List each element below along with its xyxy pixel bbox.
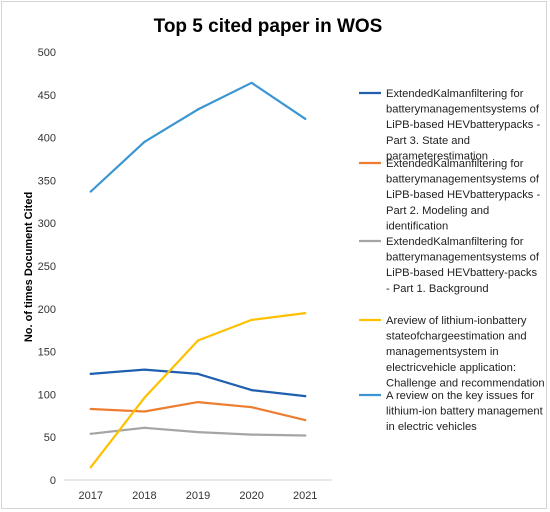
legend-entry: ExtendedKalmanfiltering for batterymanage…	[359, 88, 540, 162]
data-point	[89, 466, 92, 469]
data-point	[89, 432, 92, 435]
legend-label: identification	[386, 220, 448, 232]
data-point	[304, 117, 307, 120]
y-axis-label: No. of times Document Cited	[23, 192, 35, 342]
legend-label: electricvehicle application:	[386, 362, 516, 374]
series-line	[89, 312, 307, 469]
legend-label: LiPB-based HEVbattery-packs	[386, 267, 538, 279]
legend-label: Areview of lithium-ionbattery	[386, 315, 527, 327]
y-tick-label: 300	[38, 218, 56, 230]
series-line-group	[89, 426, 307, 437]
legend-label: managementsystem in	[386, 346, 499, 358]
data-point	[196, 430, 200, 434]
y-tick-label: 200	[38, 304, 56, 316]
x-tick-labels: 2017 2018 2019 2020 2021	[79, 490, 318, 502]
data-point	[89, 372, 92, 375]
data-point	[196, 372, 200, 375]
legend-label: ExtendedKalmanfiltering for	[386, 158, 524, 170]
x-tick-label: 2019	[186, 490, 210, 502]
x-tick-label: 2018	[132, 490, 156, 502]
data-point	[250, 81, 253, 84]
data-point	[196, 401, 200, 404]
data-point	[196, 339, 200, 342]
series-line	[89, 81, 307, 193]
data-point	[304, 395, 307, 398]
series-line-group	[89, 81, 307, 193]
x-tick-label: 2021	[293, 490, 317, 502]
legend-label: - Part 1. Background	[386, 283, 489, 295]
data-point	[250, 433, 253, 436]
legend-label: batterymanagementsystems of	[386, 104, 540, 116]
series-lines	[89, 81, 307, 469]
data-point	[143, 368, 146, 371]
data-point	[250, 318, 253, 322]
legend-label: ExtendedKalmanfiltering for	[386, 88, 524, 100]
legend-entry: Areview of lithium-ionbattery stateofchar…	[359, 315, 545, 389]
data-point	[250, 389, 253, 392]
data-point	[304, 311, 307, 315]
legend-entry: A review on the key issues for lithium-io…	[359, 390, 544, 433]
legend-label: ExtendedKalmanfiltering for	[386, 236, 524, 248]
legend-label: A review on the key issues for	[386, 390, 534, 402]
data-point	[304, 418, 307, 422]
data-point	[143, 426, 146, 429]
legend: ExtendedKalmanfiltering for batterymanage…	[359, 88, 545, 433]
legend-entry: ExtendedKalmanfiltering for batterymanage…	[359, 236, 540, 295]
data-point	[304, 434, 307, 437]
y-tick-label: 50	[44, 432, 56, 444]
y-tick-label: 150	[38, 347, 56, 359]
y-tick-label: 350	[38, 175, 56, 187]
legend-label: batterymanagementsystems of	[386, 174, 540, 186]
y-tick-label: 500	[38, 47, 56, 59]
legend-entry: ExtendedKalmanfiltering for batterymanage…	[359, 158, 540, 232]
data-point	[89, 190, 92, 193]
legend-label: LiPB-based HEVbatterypacks -	[386, 119, 540, 131]
data-point	[143, 140, 146, 143]
chart-title: Top 5 cited paper in WOS	[154, 16, 383, 37]
data-point	[143, 410, 146, 413]
legend-label: LiPB-based HEVbatterypacks -	[386, 189, 540, 201]
y-tick-label: 250	[38, 261, 56, 273]
legend-label: in electric vehicles	[386, 421, 477, 433]
series-line-group	[89, 401, 307, 422]
y-tick-label: 100	[38, 389, 56, 401]
series-line	[89, 401, 307, 422]
series-line-group	[89, 368, 307, 398]
y-tick-labels: 0 50 100 150 200 250 300 350 400 450 500	[38, 47, 56, 487]
series-line-group	[89, 311, 307, 469]
legend-label: Challenge and recommendation	[386, 377, 545, 389]
x-tick-label: 2020	[239, 490, 263, 502]
y-axis-label-group: No. of times Document Cited	[23, 192, 35, 342]
data-point	[250, 406, 253, 409]
legend-label: Part 3. State and	[386, 135, 470, 147]
y-tick-label: 400	[38, 133, 56, 145]
data-point	[143, 396, 146, 399]
legend-label: Part 2. Modeling and	[386, 205, 489, 217]
x-tick-label: 2017	[79, 490, 103, 502]
y-tick-label: 0	[50, 475, 56, 487]
legend-label: batterymanagementsystems of	[386, 252, 540, 264]
data-point	[89, 407, 92, 411]
legend-label: stateofchargeestimation and	[386, 331, 527, 343]
legend-label: lithium-ion battery management	[386, 406, 544, 418]
legend-label: parameterestimation	[386, 150, 488, 162]
data-point	[196, 108, 200, 111]
y-tick-label: 450	[38, 90, 56, 102]
